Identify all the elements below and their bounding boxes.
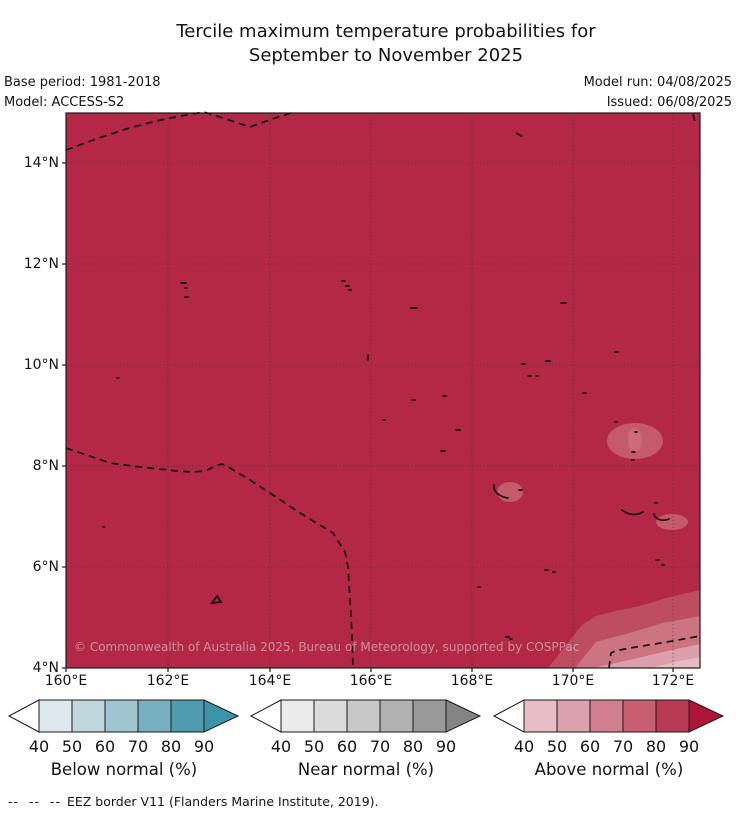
legend-title-near-normal: Near normal (%) [297,760,435,779]
eez-border-lines [65,111,701,669]
lat-tick-4n: 4°N [32,660,59,676]
legend-below-normal: 40 50 60 70 80 90 Below normal (%) [7,698,240,779]
copyright-watermark: © Commonwealth of Australia 2025, Bureau… [74,640,580,654]
legend-above-normal: 40 50 60 70 80 90 Above normal (%) [492,698,725,779]
title-line-1: Tercile maximum temperature probabilitie… [176,21,596,42]
island-outlines [102,280,670,640]
tick-60: 60 [579,737,601,756]
lon-tick-172e: 172°E [651,673,695,689]
lon-tick-170e: 170°E [551,673,595,689]
tick-50: 50 [61,737,83,756]
legend-title-below-normal: Below normal (%) [50,760,198,779]
axis-ticks [62,162,674,672]
colorbar-right-arrow [688,699,725,733]
colorbar-above-normal [492,699,725,733]
colorbar-below-normal [7,699,240,733]
eez-footnote-text: EEZ border V11 (Flanders Marine Institut… [66,794,379,809]
colorbar-right-arrow [445,699,482,733]
lon-tick-164e: 164°E [248,673,292,689]
colorbar-left-arrow [7,699,40,733]
lon-tick-166e: 166°E [349,673,393,689]
lon-tick-168e: 168°E [450,673,494,689]
map-area: 14°N 12°N 10°N 8°N 6°N 4°N 160°E 162°E 1… [24,111,701,689]
tick-70: 70 [127,737,149,756]
lon-tick-162e: 162°E [146,673,190,689]
colorbar-ticks: 40 50 60 70 80 90 [8,737,240,757]
model-label: Model: ACCESS-S2 [4,95,125,110]
tick-60: 60 [94,737,116,756]
colorbar-near-normal [249,699,482,733]
eez-dash-sample: -- -- -- [8,794,61,809]
tick-70: 70 [612,737,634,756]
base-period-label: Base period: 1981-2018 [4,75,161,90]
map-frame [62,112,701,672]
page-title: Tercile maximum temperature probabilitie… [36,20,736,68]
probability-field [66,113,700,668]
tick-40: 40 [513,737,535,756]
lat-tick-10n: 10°N [23,357,59,373]
model-run-label: Model run: 04/08/2025 [583,75,732,90]
tick-80: 80 [160,737,182,756]
corner-probability-bands [548,590,700,668]
colorbar-right-arrow [203,699,240,733]
lat-tick-6n: 6°N [32,559,59,575]
tick-90: 90 [193,737,215,756]
tick-50: 50 [303,737,325,756]
lat-tick-8n: 8°N [32,458,59,474]
lon-tick-160e: 160°E [44,673,88,689]
title-line-2: September to November 2025 [248,45,524,66]
tick-90: 90 [678,737,700,756]
legend-title-above-normal: Above normal (%) [534,760,684,779]
tick-60: 60 [336,737,358,756]
issued-label: Issued: 06/08/2025 [606,95,732,110]
tick-40: 40 [28,737,50,756]
tick-40: 40 [270,737,292,756]
tick-80: 80 [645,737,667,756]
lat-tick-14n: 14°N [23,155,59,171]
colorbar-ticks: 40 50 60 70 80 90 [493,737,725,757]
colorbar-left-arrow [249,699,282,733]
colorbar-ticks: 40 50 60 70 80 90 [250,737,482,757]
tick-70: 70 [369,737,391,756]
colorbar-left-arrow [492,699,525,733]
tick-90: 90 [435,737,457,756]
map-canvas [62,111,701,672]
tick-80: 80 [402,737,424,756]
gridlines [66,113,700,668]
legend-near-normal: 40 50 60 70 80 90 Near normal (%) [249,698,482,779]
lat-tick-12n: 12°N [23,256,59,272]
tick-50: 50 [546,737,568,756]
eez-footnote: -- -- -- EEZ border V11 (Flanders Marine … [8,794,379,809]
